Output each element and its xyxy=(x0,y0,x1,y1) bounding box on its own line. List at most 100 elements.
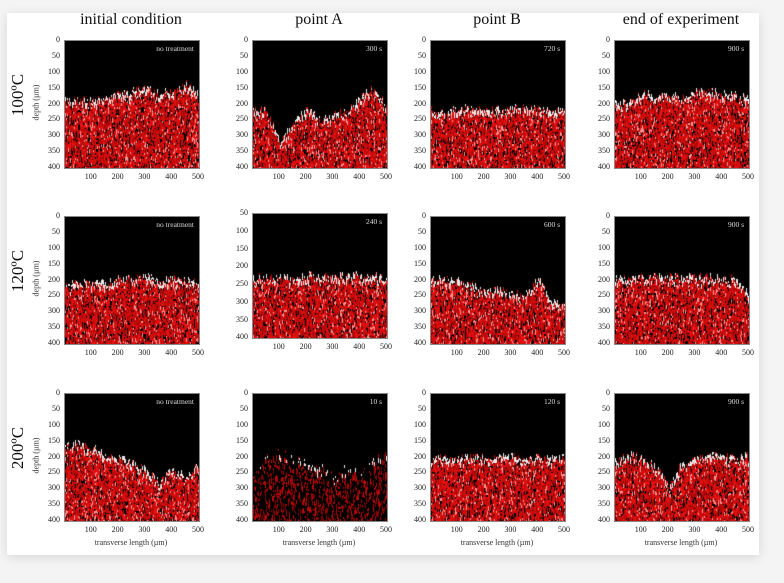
y-tick-label: 300 xyxy=(598,130,610,140)
x-tick-label: 300 xyxy=(138,348,151,357)
y-tick-label: 0 xyxy=(56,388,60,397)
x-tick-label: 400 xyxy=(353,342,366,352)
y-tick-label: 150 xyxy=(598,258,610,268)
y-tick-label: 50 xyxy=(418,50,426,60)
y-tick-label: 150 xyxy=(414,435,426,445)
x-tick-label: 100 xyxy=(450,348,463,357)
oct-image xyxy=(253,394,387,521)
oct-panel: no treatment xyxy=(64,40,200,169)
y-tick-label: 350 xyxy=(598,322,610,332)
x-axis-label: transverse length (µm) xyxy=(460,538,534,547)
y-tick-label: 0 xyxy=(606,35,610,44)
y-tick-label: 250 xyxy=(414,114,426,124)
oct-image xyxy=(431,394,565,521)
x-axis-label: transverse length (µm) xyxy=(282,538,356,547)
y-tick-label: 250 xyxy=(598,290,610,300)
x-tick-label: 100 xyxy=(634,172,647,181)
y-tick-label: 200 xyxy=(236,98,248,108)
x-tick-label: 100 xyxy=(84,172,97,181)
x-tick-label: 200 xyxy=(477,172,490,181)
y-tick-label: 200 xyxy=(598,98,610,108)
x-tick-label: 100 xyxy=(272,342,285,352)
y-tick-label: 350 xyxy=(48,146,60,156)
y-tick-label: 0 xyxy=(56,35,60,44)
y-tick-label: 50 xyxy=(240,208,248,217)
panel-annotation: 720 s xyxy=(543,44,560,53)
x-tick-label: 100 xyxy=(84,525,97,534)
panel-annotation: 900 s xyxy=(727,44,744,53)
y-tick-label: 400 xyxy=(598,515,610,524)
x-tick-label: 100 xyxy=(272,525,285,534)
x-tick-label: 100 xyxy=(450,172,463,181)
y-tick-label: 0 xyxy=(606,211,610,220)
oct-panel: 10 s xyxy=(252,393,388,522)
x-tick-label: 100 xyxy=(634,348,647,357)
x-tick-label: 500 xyxy=(742,525,754,534)
y-tick-label: 250 xyxy=(48,114,60,124)
y-tick-label: 250 xyxy=(236,279,248,289)
x-tick-label: 500 xyxy=(192,525,204,534)
y-tick-label: 250 xyxy=(598,114,610,124)
x-tick-label: 300 xyxy=(138,525,151,534)
x-tick-label: 300 xyxy=(326,525,339,534)
y-tick-label: 300 xyxy=(414,306,426,316)
y-tick-label: 350 xyxy=(236,499,248,509)
y-tick-label: 250 xyxy=(414,290,426,300)
y-tick-label: 100 xyxy=(48,242,60,252)
x-tick-label: 400 xyxy=(715,172,728,181)
y-tick-label: 350 xyxy=(414,146,426,156)
y-tick-label: 250 xyxy=(236,467,248,477)
oct-panel: 900 s xyxy=(614,216,750,345)
x-tick-label: 200 xyxy=(111,172,124,181)
x-tick-label: 200 xyxy=(477,348,490,357)
y-tick-label: 100 xyxy=(236,225,248,235)
y-tick-label: 400 xyxy=(414,515,426,524)
y-tick-label: 50 xyxy=(240,50,248,60)
y-tick-label: 200 xyxy=(414,98,426,108)
y-tick-label: 50 xyxy=(602,50,610,60)
y-tick-label: 100 xyxy=(598,66,610,76)
x-tick-label: 300 xyxy=(326,342,339,352)
oct-panel: 900 s xyxy=(614,40,750,169)
x-tick-label: 200 xyxy=(299,525,312,534)
x-tick-label: 100 xyxy=(450,525,463,534)
x-tick-label: 400 xyxy=(165,525,178,534)
x-tick-label: 400 xyxy=(353,172,366,181)
y-tick-label: 300 xyxy=(598,306,610,316)
y-tick-label: 50 xyxy=(418,226,426,236)
y-tick-label: 150 xyxy=(414,258,426,268)
x-tick-label: 500 xyxy=(380,342,392,352)
x-tick-label: 300 xyxy=(326,172,339,181)
x-tick-label: 400 xyxy=(165,172,178,181)
x-tick-label: 300 xyxy=(504,348,517,357)
y-tick-label: 400 xyxy=(414,162,426,171)
y-tick-label: 300 xyxy=(48,306,60,316)
y-tick-label: 100 xyxy=(236,66,248,76)
oct-panel: 900 s xyxy=(614,393,750,522)
y-tick-label: 300 xyxy=(598,483,610,493)
x-tick-label: 300 xyxy=(688,525,701,534)
y-tick-label: 350 xyxy=(414,499,426,509)
x-tick-label: 300 xyxy=(504,172,517,181)
y-tick-label: 100 xyxy=(598,242,610,252)
y-tick-label: 50 xyxy=(240,403,248,413)
x-tick-label: 500 xyxy=(742,172,754,181)
y-tick-label: 400 xyxy=(48,338,60,347)
y-tick-label: 0 xyxy=(606,388,610,397)
x-tick-label: 200 xyxy=(299,342,312,352)
y-tick-label: 400 xyxy=(48,162,60,171)
oct-panel: 300 s xyxy=(252,40,388,169)
x-tick-label: 200 xyxy=(661,348,674,357)
panel-annotation: 900 s xyxy=(727,397,744,406)
y-tick-label: 100 xyxy=(414,419,426,429)
y-tick-label: 100 xyxy=(414,66,426,76)
panel-annotation: 600 s xyxy=(543,220,560,229)
x-tick-label: 200 xyxy=(477,525,490,534)
x-tick-label: 200 xyxy=(299,172,312,181)
y-tick-label: 0 xyxy=(422,211,426,220)
oct-panel: 240 s xyxy=(252,213,388,340)
y-tick-label: 200 xyxy=(48,451,60,461)
y-tick-label: 350 xyxy=(236,146,248,156)
panel-annotation: no treatment xyxy=(156,220,194,229)
panel-annotation: 300 s xyxy=(365,44,382,53)
